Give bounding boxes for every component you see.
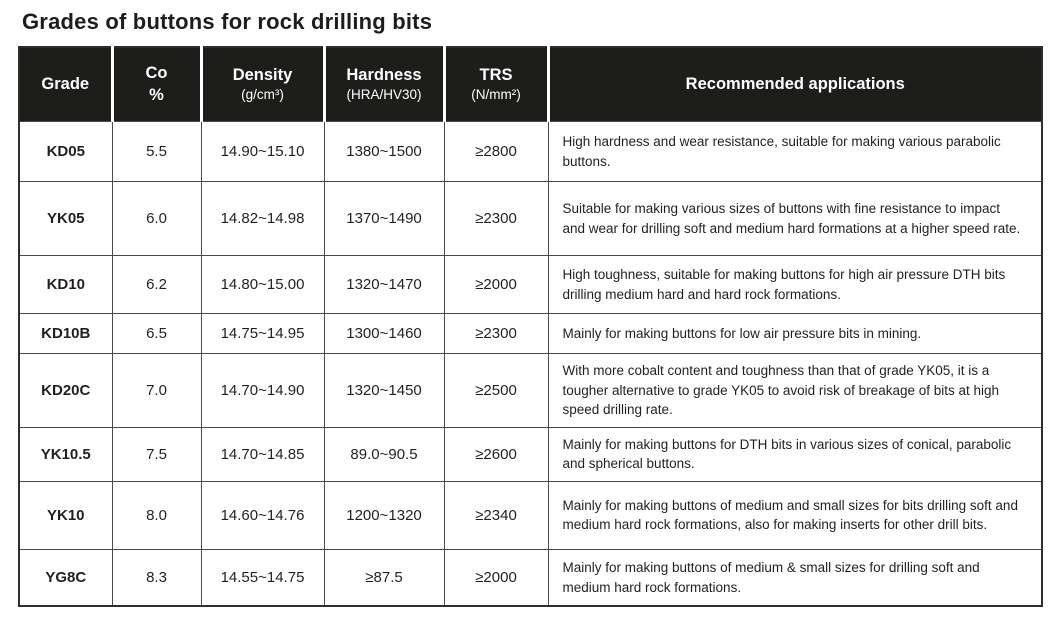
density-cell: 14.60~14.76 (200, 480, 325, 550)
density-cell: 14.90~15.10 (200, 121, 325, 182)
hardness-cell: 89.0~90.5 (323, 426, 445, 482)
table-row: KD05 5.5 14.90~15.10 1380~1500 ≥2800 Hig… (18, 121, 1043, 182)
application-cell: High toughness, suitable for making butt… (547, 255, 1043, 314)
header-applications: Recommended applications (546, 47, 1042, 122)
header-grade: Grade (19, 47, 112, 122)
grade-cell: KD20C (18, 353, 113, 428)
table-row: YK10 8.0 14.60~14.76 1200~1320 ≥2340 Mai… (18, 480, 1043, 550)
table-body: KD05 5.5 14.90~15.10 1380~1500 ≥2800 Hig… (18, 121, 1043, 607)
table-row: YK10.5 7.5 14.70~14.85 89.0~90.5 ≥2600 M… (18, 426, 1043, 482)
hardness-cell: ≥87.5 (323, 548, 445, 607)
trs-cell: ≥2500 (443, 353, 549, 428)
table-row: YK05 6.0 14.82~14.98 1370~1490 ≥2300 Sui… (18, 181, 1043, 256)
co-cell: 6.2 (111, 255, 202, 314)
application-cell: With more cobalt content and toughness t… (547, 353, 1043, 428)
application-cell: Mainly for making buttons for DTH bits i… (547, 426, 1043, 482)
header-trs-label: TRS (479, 66, 513, 85)
header-density-sub: (g/cm³) (241, 86, 284, 102)
header-hardness: Hardness (HRA/HV30) (322, 47, 444, 122)
grade-cell: YK10.5 (18, 426, 113, 482)
application-cell: High hardness and wear resistance, suita… (547, 121, 1043, 182)
trs-cell: ≥2800 (443, 121, 549, 182)
header-density-label: Density (232, 66, 293, 85)
header-row: Grade Co % Density (g/cm³) Hardness (HRA… (19, 47, 1042, 122)
header-trs: TRS (N/mm²) (442, 47, 548, 122)
table-header: Grade Co % Density (g/cm³) Hardness (HRA… (19, 47, 1042, 122)
page-title: Grades of buttons for rock drilling bits (22, 9, 433, 34)
application-cell: Mainly for making buttons of medium and … (547, 480, 1043, 550)
co-cell: 8.3 (111, 548, 202, 607)
trs-cell: ≥2300 (443, 313, 549, 354)
co-cell: 5.5 (111, 121, 202, 182)
header-co: Co % (110, 47, 201, 122)
grade-cell: KD05 (18, 121, 113, 182)
application-cell: Mainly for making buttons for low air pr… (547, 313, 1043, 354)
trs-cell: ≥2600 (443, 426, 549, 482)
hardness-cell: 1300~1460 (323, 313, 445, 354)
grade-cell: YK10 (18, 480, 113, 550)
co-cell: 6.0 (111, 181, 202, 256)
density-cell: 14.70~14.85 (200, 426, 325, 482)
table-row: KD10B 6.5 14.75~14.95 1300~1460 ≥2300 Ma… (18, 313, 1043, 354)
co-cell: 7.5 (111, 426, 202, 482)
grade-cell: KD10B (18, 313, 113, 354)
hardness-cell: 1320~1450 (323, 353, 445, 428)
table-row: YG8C 8.3 14.55~14.75 ≥87.5 ≥2000 Mainly … (18, 548, 1043, 607)
density-cell: 14.75~14.95 (200, 313, 325, 354)
trs-cell: ≥2300 (443, 181, 549, 256)
trs-cell: ≥2000 (443, 548, 549, 607)
grade-cell: YK05 (18, 181, 113, 256)
grade-cell: KD10 (18, 255, 113, 314)
header-applications-label: Recommended applications (685, 74, 905, 93)
co-cell: 7.0 (111, 353, 202, 428)
density-cell: 14.82~14.98 (200, 181, 325, 256)
header-co-label: Co % (145, 64, 168, 104)
density-cell: 14.70~14.90 (200, 353, 325, 428)
table-row: KD20C 7.0 14.70~14.90 1320~1450 ≥2500 Wi… (18, 353, 1043, 428)
header-hardness-label: Hardness (346, 66, 422, 85)
co-cell: 6.5 (111, 313, 202, 354)
table-row: KD10 6.2 14.80~15.00 1320~1470 ≥2000 Hig… (18, 255, 1043, 314)
application-cell: Suitable for making various sizes of but… (547, 181, 1043, 256)
application-cell: Mainly for making buttons of medium & sm… (547, 548, 1043, 607)
header-grade-label: Grade (41, 74, 90, 93)
header-density: Density (g/cm³) (199, 47, 324, 122)
density-cell: 14.80~15.00 (200, 255, 325, 314)
grade-cell: YG8C (18, 548, 113, 607)
density-cell: 14.55~14.75 (200, 548, 325, 607)
header-hardness-sub: (HRA/HV30) (346, 86, 422, 102)
trs-cell: ≥2000 (443, 255, 549, 314)
trs-cell: ≥2340 (443, 480, 549, 550)
hardness-cell: 1380~1500 (323, 121, 445, 182)
grades-table: Grade Co % Density (g/cm³) Hardness (HRA… (18, 46, 1043, 608)
hardness-cell: 1200~1320 (323, 480, 445, 550)
header-trs-sub: (N/mm²) (471, 86, 521, 102)
hardness-cell: 1370~1490 (323, 181, 445, 256)
co-cell: 8.0 (111, 480, 202, 550)
hardness-cell: 1320~1470 (323, 255, 445, 314)
